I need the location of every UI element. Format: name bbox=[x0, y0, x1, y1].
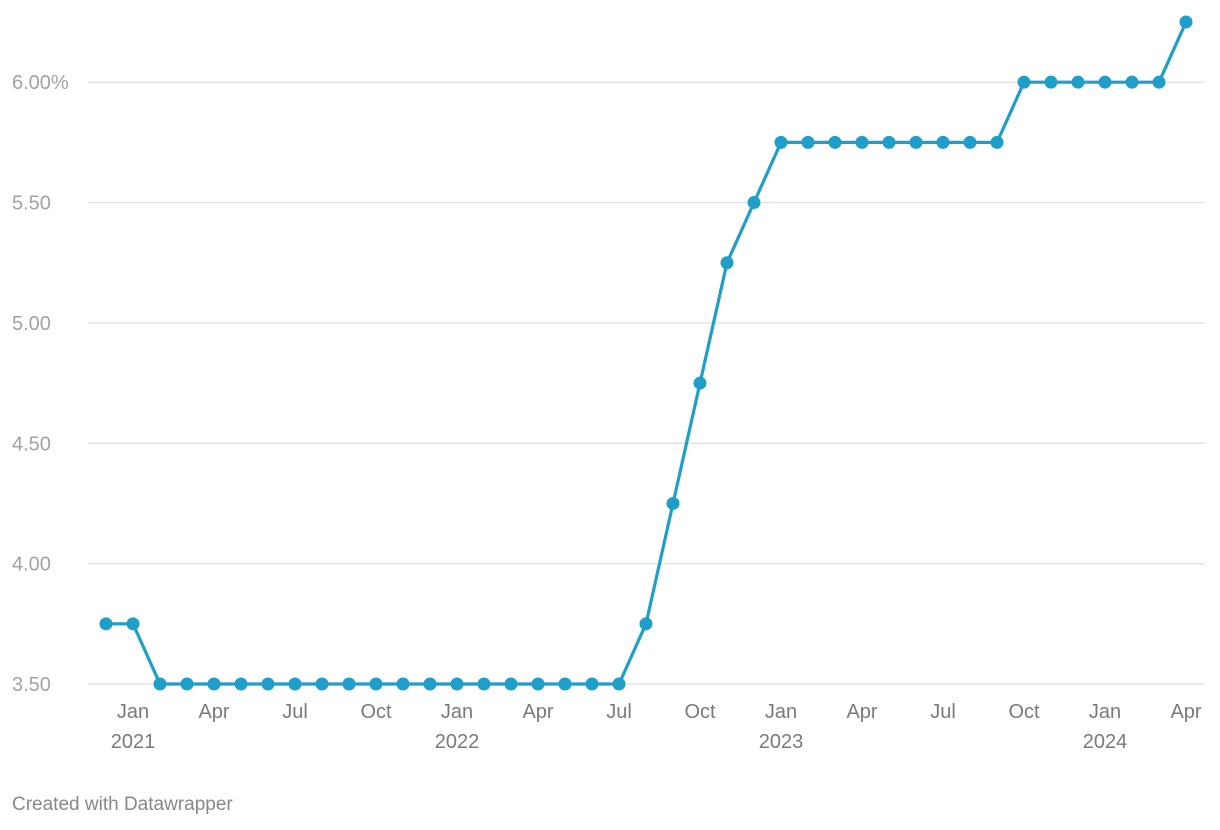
data-point bbox=[963, 135, 977, 149]
data-point bbox=[450, 677, 464, 691]
data-point bbox=[693, 376, 707, 390]
data-point bbox=[342, 677, 356, 691]
data-point bbox=[1071, 75, 1085, 89]
data-point bbox=[801, 135, 815, 149]
data-point bbox=[909, 135, 923, 149]
x-tick-label: Jul bbox=[282, 701, 308, 723]
x-tick-label: Jan bbox=[1089, 701, 1121, 723]
y-tick-label: 6.00% bbox=[12, 72, 69, 94]
data-point bbox=[666, 496, 680, 510]
y-tick-label: 5.50 bbox=[12, 193, 51, 215]
data-point bbox=[504, 677, 518, 691]
data-point bbox=[855, 135, 869, 149]
data-point bbox=[936, 135, 950, 149]
x-tick-year: 2023 bbox=[759, 731, 804, 753]
data-point bbox=[288, 677, 302, 691]
x-tick-label: Oct bbox=[684, 701, 716, 723]
data-point bbox=[207, 677, 221, 691]
data-point bbox=[315, 677, 329, 691]
data-point bbox=[1017, 75, 1031, 89]
gridlines bbox=[88, 81, 1205, 685]
x-tick-label: Jul bbox=[930, 701, 956, 723]
series-points bbox=[99, 15, 1193, 691]
data-point bbox=[396, 677, 410, 691]
data-point bbox=[477, 677, 491, 691]
data-point bbox=[612, 677, 626, 691]
x-tick-year: 2022 bbox=[435, 731, 480, 753]
data-point bbox=[261, 677, 275, 691]
data-point bbox=[639, 617, 653, 631]
x-axis-ticks: Jan 2021 Apr Jul Oct Jan 2022 Apr Jul Oct Jan 2023 A… bbox=[111, 701, 1202, 753]
data-point bbox=[153, 677, 167, 691]
data-point bbox=[558, 677, 572, 691]
data-point bbox=[369, 677, 383, 691]
series-line-group bbox=[106, 21, 1188, 686]
data-point bbox=[423, 677, 437, 691]
data-point bbox=[990, 135, 1004, 149]
data-point bbox=[828, 135, 842, 149]
y-tick-label: 4.50 bbox=[12, 433, 51, 455]
data-point bbox=[531, 677, 545, 691]
data-point bbox=[1152, 75, 1166, 89]
x-tick-label: Oct bbox=[1008, 701, 1040, 723]
series-line bbox=[106, 21, 1188, 686]
x-tick-label: Apr bbox=[846, 701, 877, 723]
x-tick-label: Jan bbox=[765, 701, 797, 723]
y-axis-ticks: 3.50 4.00 4.50 5.00 5.50 6.00% bbox=[12, 72, 69, 696]
data-point bbox=[1098, 75, 1112, 89]
data-point bbox=[1125, 75, 1139, 89]
data-point bbox=[585, 677, 599, 691]
credit-footer: Created with Datawrapper bbox=[12, 794, 233, 815]
y-tick-label: 3.50 bbox=[12, 674, 51, 696]
data-point bbox=[1044, 75, 1058, 89]
x-tick-year: 2021 bbox=[111, 731, 156, 753]
data-point bbox=[774, 135, 788, 149]
x-tick-label: Jan bbox=[117, 701, 149, 723]
data-point bbox=[99, 617, 113, 631]
x-tick-label: Apr bbox=[1170, 701, 1201, 723]
x-tick-label: Jul bbox=[606, 701, 632, 723]
x-tick-label: Oct bbox=[360, 701, 392, 723]
data-point bbox=[720, 256, 734, 270]
x-tick-label: Apr bbox=[522, 701, 553, 723]
data-point bbox=[180, 677, 194, 691]
data-point bbox=[234, 677, 248, 691]
x-tick-year: 2024 bbox=[1083, 731, 1128, 753]
x-tick-label: Apr bbox=[198, 701, 229, 723]
x-tick-label: Jan bbox=[441, 701, 473, 723]
data-point bbox=[747, 196, 761, 210]
y-tick-label: 4.00 bbox=[12, 554, 51, 576]
data-point bbox=[882, 135, 896, 149]
data-point bbox=[126, 617, 140, 631]
data-point bbox=[1179, 15, 1193, 29]
y-tick-label: 5.00 bbox=[12, 313, 51, 335]
